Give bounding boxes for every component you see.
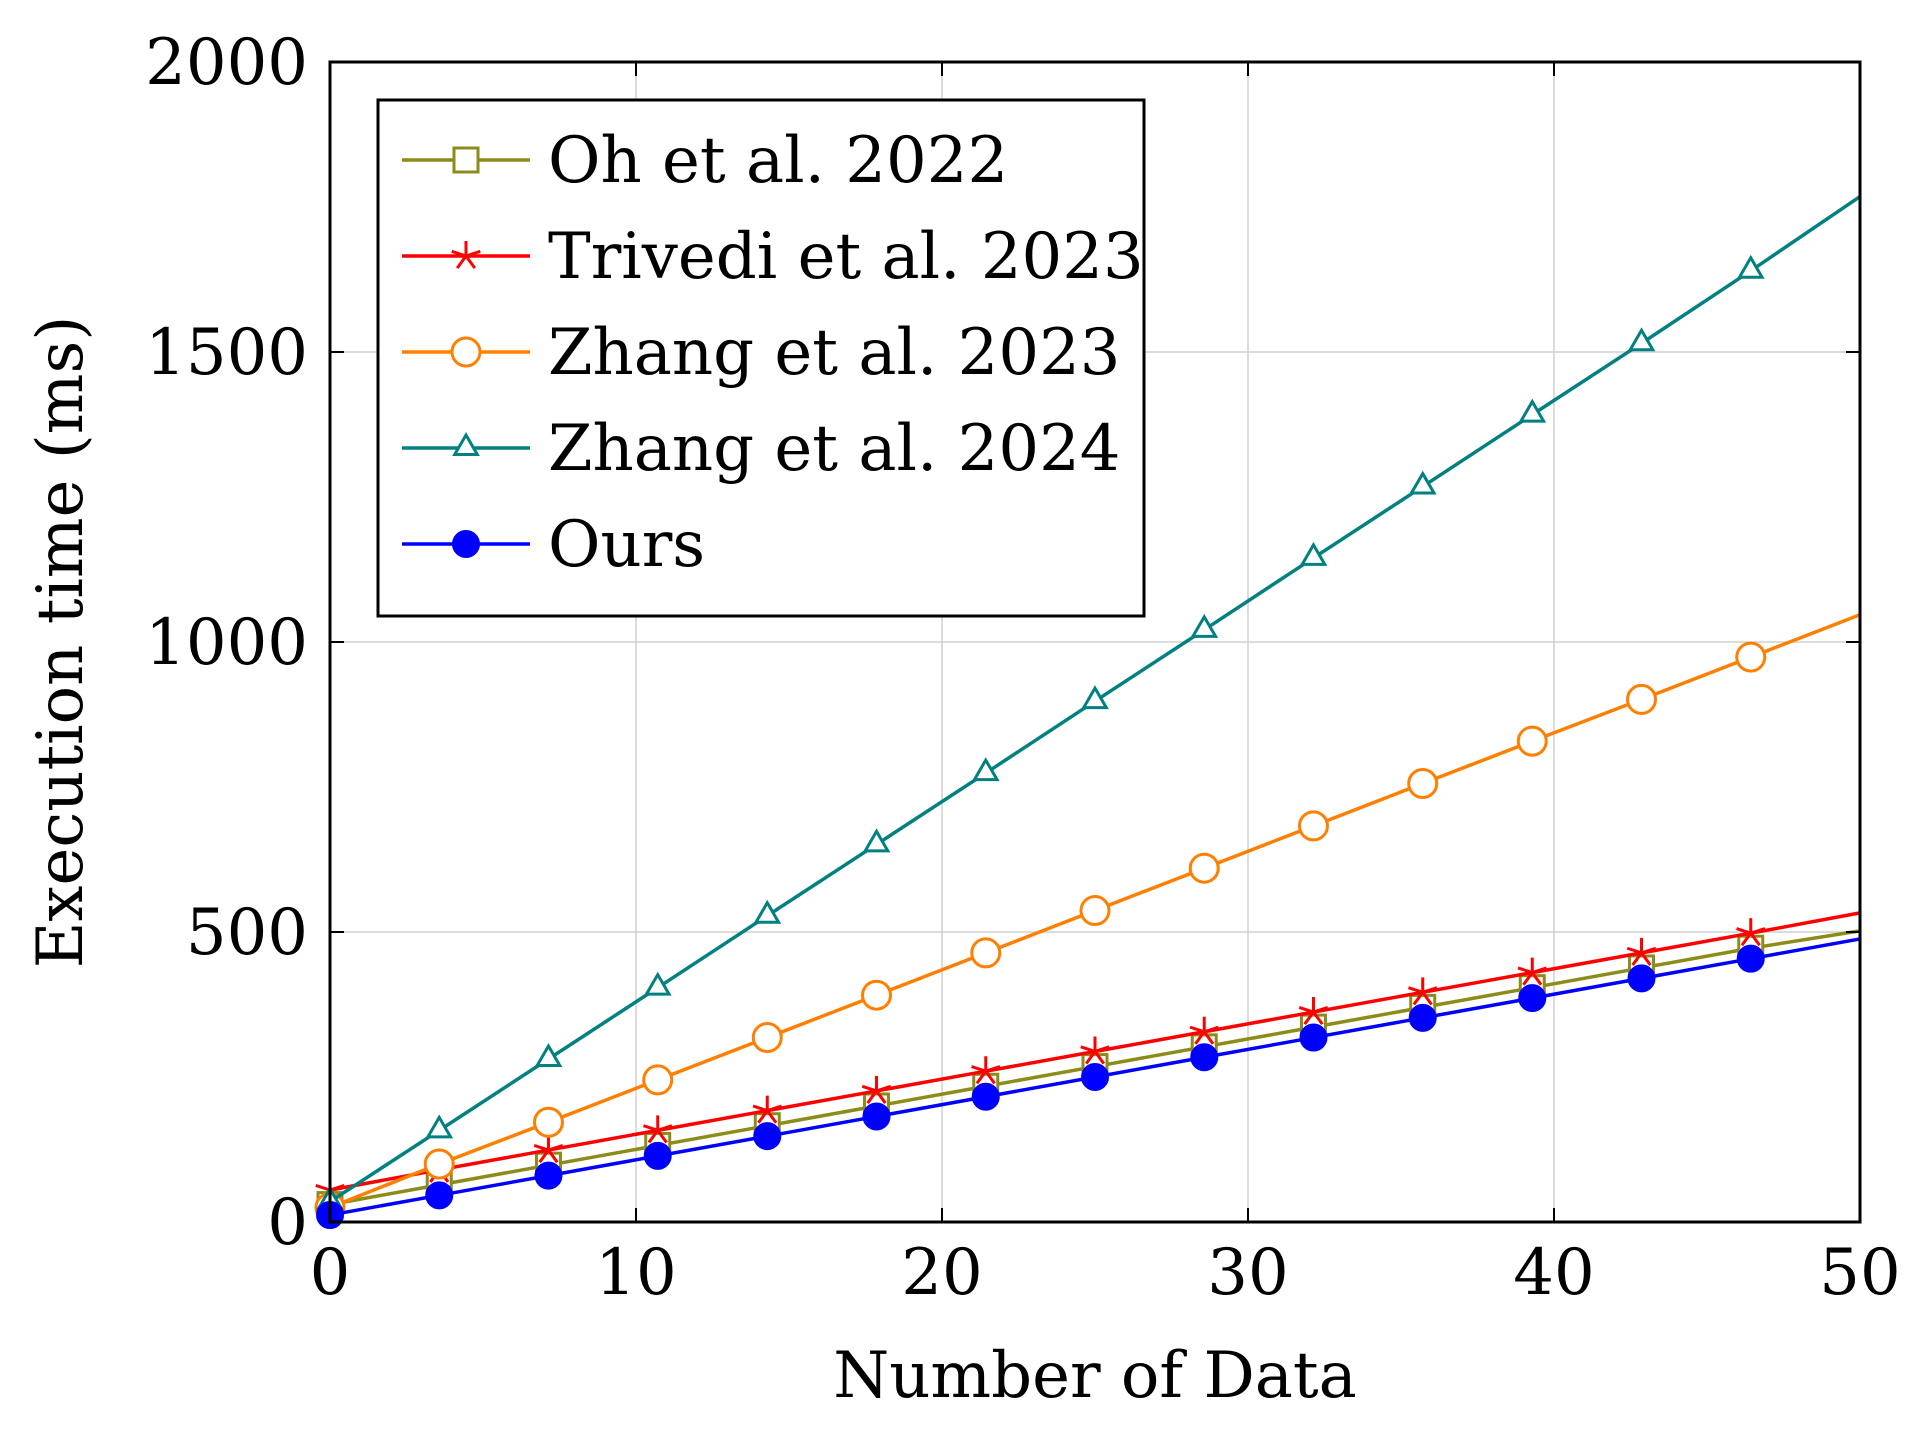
legend-item: Oh et al. 2022 [402, 124, 1008, 198]
data-point [642, 1115, 673, 1144]
data-point [1408, 470, 1437, 495]
data-point [532, 1106, 564, 1138]
legend-item: Ours [402, 508, 705, 582]
data-point [862, 828, 891, 853]
data-point [425, 1181, 454, 1210]
legend-label: Oh et al. 2022 [548, 124, 1008, 198]
data-point [1627, 327, 1656, 352]
data-point [642, 1064, 674, 1096]
legend-swatch-marker [452, 146, 480, 174]
data-point [1516, 725, 1548, 757]
legend-label: Trivedi et al. 2023 [548, 220, 1144, 294]
y-tick-label: 1500 [145, 316, 308, 390]
data-point [643, 1141, 672, 1170]
data-point [1407, 977, 1438, 1006]
data-point [1518, 984, 1547, 1013]
data-point [753, 1122, 782, 1151]
data-point [862, 1102, 891, 1131]
data-point [753, 899, 782, 924]
x-tick-label: 20 [901, 1236, 982, 1310]
data-point [1299, 541, 1328, 566]
data-point [1299, 1023, 1328, 1052]
x-tick-label: 10 [595, 1236, 676, 1310]
data-point [1627, 964, 1656, 993]
data-point [1297, 810, 1329, 842]
data-point [1408, 1003, 1437, 1032]
x-tick-label: 0 [310, 1236, 351, 1310]
legend-label: Zhang et al. 2024 [548, 412, 1121, 486]
legend-swatch-marker [452, 432, 480, 456]
data-point [643, 971, 672, 996]
data-point [1626, 937, 1657, 966]
data-point [1081, 1063, 1109, 1091]
data-point [1735, 641, 1767, 673]
data-point [1736, 918, 1766, 947]
data-point [1190, 613, 1219, 638]
data-point [1517, 957, 1548, 986]
data-point [861, 1075, 892, 1104]
legend: Oh et al. 2022 Trivedi et al. 2023 Zhang e… [376, 98, 1146, 618]
data-point [1189, 1016, 1219, 1045]
y-tick-label: 0 [267, 1186, 308, 1260]
data-point [534, 1161, 563, 1190]
x-tick-label: 30 [1207, 1236, 1288, 1310]
data-point [971, 1082, 1000, 1111]
series-zhang-et-al-2023 [314, 613, 1861, 1223]
plot-series [314, 195, 1861, 1230]
data-point [533, 1135, 564, 1164]
legend-item: Zhang et al. 2024 [402, 412, 1121, 486]
series-zhang-et-al-2024 [316, 195, 1861, 1210]
y-tick-label: 500 [186, 896, 308, 970]
data-point [1736, 944, 1765, 973]
series-ours [316, 937, 1861, 1230]
legend-swatch-marker [450, 336, 482, 368]
x-axis-label: Number of Data [833, 1339, 1357, 1413]
data-point [1518, 398, 1547, 423]
data-point [751, 1022, 783, 1054]
data-point [752, 1095, 783, 1124]
legend-label: Zhang et al. 2023 [548, 316, 1121, 390]
data-point [1190, 1043, 1219, 1072]
x-tick-label: 50 [1819, 1236, 1900, 1310]
data-point [1079, 895, 1111, 927]
data-point [1407, 768, 1439, 800]
legend-item: Zhang et al. 2023 [402, 316, 1121, 390]
legend-item: Trivedi et al. 2023 [402, 220, 1144, 294]
legend-box [376, 98, 1146, 618]
data-point [423, 1148, 455, 1180]
y-tick-label: 2000 [145, 26, 308, 100]
data-point [1298, 997, 1329, 1026]
legend-label: Ours [548, 508, 705, 582]
data-point [1736, 254, 1765, 279]
data-point [970, 937, 1002, 969]
data-point [1626, 683, 1658, 715]
y-tick-label: 1000 [145, 606, 308, 680]
data-point [971, 1056, 1001, 1085]
legend-swatch-marker [451, 241, 481, 270]
data-point [861, 979, 893, 1011]
data-point [1081, 685, 1109, 710]
data-point [1080, 1036, 1110, 1065]
data-point [425, 1114, 454, 1139]
data-point [534, 1043, 563, 1068]
x-tick-label: 40 [1513, 1236, 1594, 1310]
legend-swatch-marker [452, 530, 480, 558]
data-point [971, 757, 1000, 782]
data-point [1188, 852, 1220, 884]
y-axis-label: Execution time (ms) [24, 316, 98, 969]
